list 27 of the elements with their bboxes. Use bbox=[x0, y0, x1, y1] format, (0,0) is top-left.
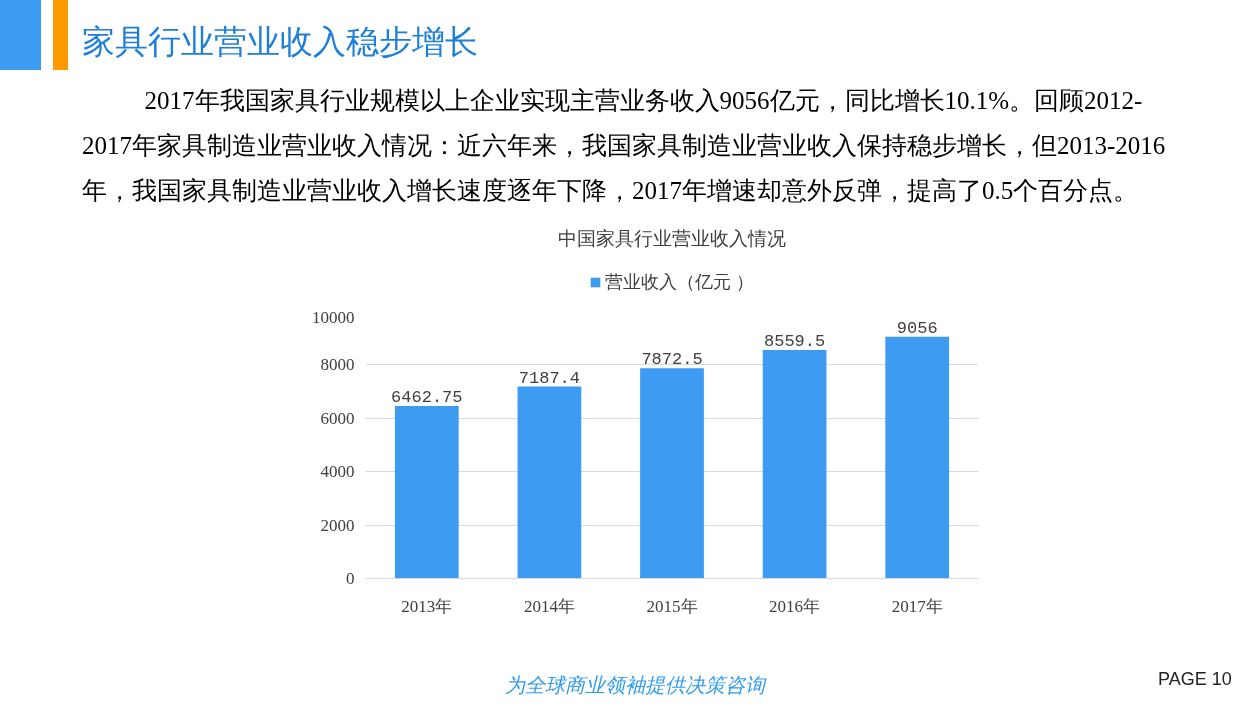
text: PAGE 10 bbox=[1158, 668, 1232, 691]
data-label: 6462.75 bbox=[391, 387, 463, 407]
data-label: 9056 bbox=[896, 318, 938, 338]
text: 为全球商业领袖提供决策咨询 bbox=[505, 673, 765, 698]
text: 家具行业营业收入稳步增长 bbox=[82, 22, 478, 62]
bar bbox=[762, 349, 827, 579]
x-tick-label: 2015年 bbox=[646, 596, 698, 616]
data-label: 8559.5 bbox=[763, 331, 826, 351]
bar bbox=[640, 368, 704, 579]
bar bbox=[885, 336, 950, 579]
y-tick-label: 2000 bbox=[320, 515, 355, 535]
x-tick-label: 2016年 bbox=[769, 596, 821, 616]
y-tick-label: 4000 bbox=[320, 462, 355, 482]
legend-label: 营业收入（亿元 ） bbox=[605, 271, 755, 294]
x-tick-label: 2013年 bbox=[401, 596, 453, 616]
y-tick-label: 10000 bbox=[312, 307, 355, 327]
x-tick-label: 2014年 bbox=[523, 596, 575, 616]
text: 2017年我国家具行业规模以上企业实现主营业务收入9056亿元，同比增长10.1%。回顾2012-2017年家具制造业营业收入情况：近六年来，我国家具制造业营业收入保持稳步增长，但2013-2016年，我国家具制造业营业收入增长速度逐年下降，2017年增速却意外反弹，提高了0.5个百分点。 bbox=[82, 86, 1167, 206]
bar bbox=[517, 386, 582, 579]
data-label: 7872.5 bbox=[641, 350, 703, 370]
chart-title: 中国家具行业营业收入情况 bbox=[558, 227, 786, 249]
y-tick-label: 0 bbox=[346, 569, 355, 588]
y-tick-label: 8000 bbox=[320, 355, 355, 375]
x-tick-label: 2017年 bbox=[891, 596, 943, 616]
bar bbox=[394, 405, 459, 579]
data-label: 7187.4 bbox=[518, 368, 581, 388]
y-tick-label: 6000 bbox=[320, 408, 355, 428]
